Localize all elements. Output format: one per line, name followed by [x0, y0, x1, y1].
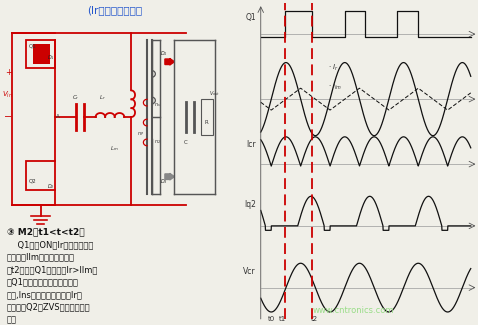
Text: · $I_r$: · $I_r$: [328, 62, 339, 72]
Text: +: +: [5, 68, 12, 77]
Text: 件。: 件。: [7, 316, 17, 324]
Text: 存在，为Q2的ZVS开通创造了条: 存在，为Q2的ZVS开通创造了条: [7, 303, 91, 312]
Text: R: R: [204, 120, 208, 124]
Text: 律增大，Ilm依然线性上升，: 律增大，Ilm依然线性上升，: [7, 253, 75, 261]
Text: $n_2$: $n_2$: [154, 138, 161, 147]
Text: Icr: Icr: [246, 140, 256, 149]
Bar: [26, 161, 55, 190]
Text: Q1: Q1: [245, 13, 256, 22]
Text: $V_{in}$: $V_{in}$: [2, 90, 13, 100]
Text: t0: t0: [268, 316, 275, 322]
FancyArrow shape: [165, 58, 174, 65]
Text: $V_{out}$: $V_{out}$: [209, 89, 220, 98]
Text: C: C: [184, 139, 188, 145]
Text: · $I_{lm}$: · $I_{lm}$: [328, 82, 343, 92]
Text: $D_2$: $D_2$: [47, 182, 54, 191]
Bar: [33, 44, 50, 64]
Bar: [201, 99, 213, 135]
Text: Q2: Q2: [29, 179, 36, 184]
Text: Q1已经ON，Ir依然以正弦规: Q1已经ON，Ir依然以正弦规: [7, 240, 93, 249]
Text: Vcr: Vcr: [243, 267, 256, 276]
Text: $n_P$: $n_P$: [137, 130, 144, 137]
Text: 在Q1关断时，副边二极管依然: 在Q1关断时，副边二极管依然: [7, 278, 79, 287]
Text: 导通,Ins依然有电流，同时Ir的: 导通,Ins依然有电流，同时Ir的: [7, 290, 83, 299]
Text: $L_m$: $L_m$: [110, 144, 119, 153]
Text: A: A: [56, 114, 60, 120]
Text: (Ir从左向右为正）: (Ir从左向右为正）: [87, 5, 142, 15]
Text: $D_1$: $D_1$: [47, 54, 54, 62]
Text: −: −: [4, 112, 12, 122]
Text: $n_s$: $n_s$: [154, 101, 161, 109]
Text: $C_r$: $C_r$: [72, 93, 79, 102]
Text: 在t2时刻，Q1关断，但Ir>Ilm，: 在t2时刻，Q1关断，但Ir>Ilm，: [7, 265, 98, 274]
Text: $L_r$: $L_r$: [99, 93, 106, 102]
Text: $D_3$: $D_3$: [160, 177, 168, 186]
Text: $D_0$: $D_0$: [160, 49, 168, 58]
Bar: [26, 40, 55, 68]
Text: Iq2: Iq2: [244, 200, 256, 209]
Text: t1: t1: [279, 316, 286, 322]
Text: Q1: Q1: [29, 44, 36, 49]
Text: ③ M2（t1<t<t2）: ③ M2（t1<t<t2）: [7, 227, 85, 236]
FancyArrow shape: [165, 173, 174, 180]
Text: t2: t2: [311, 316, 318, 322]
Text: www.cntronics.com: www.cntronics.com: [313, 306, 394, 315]
